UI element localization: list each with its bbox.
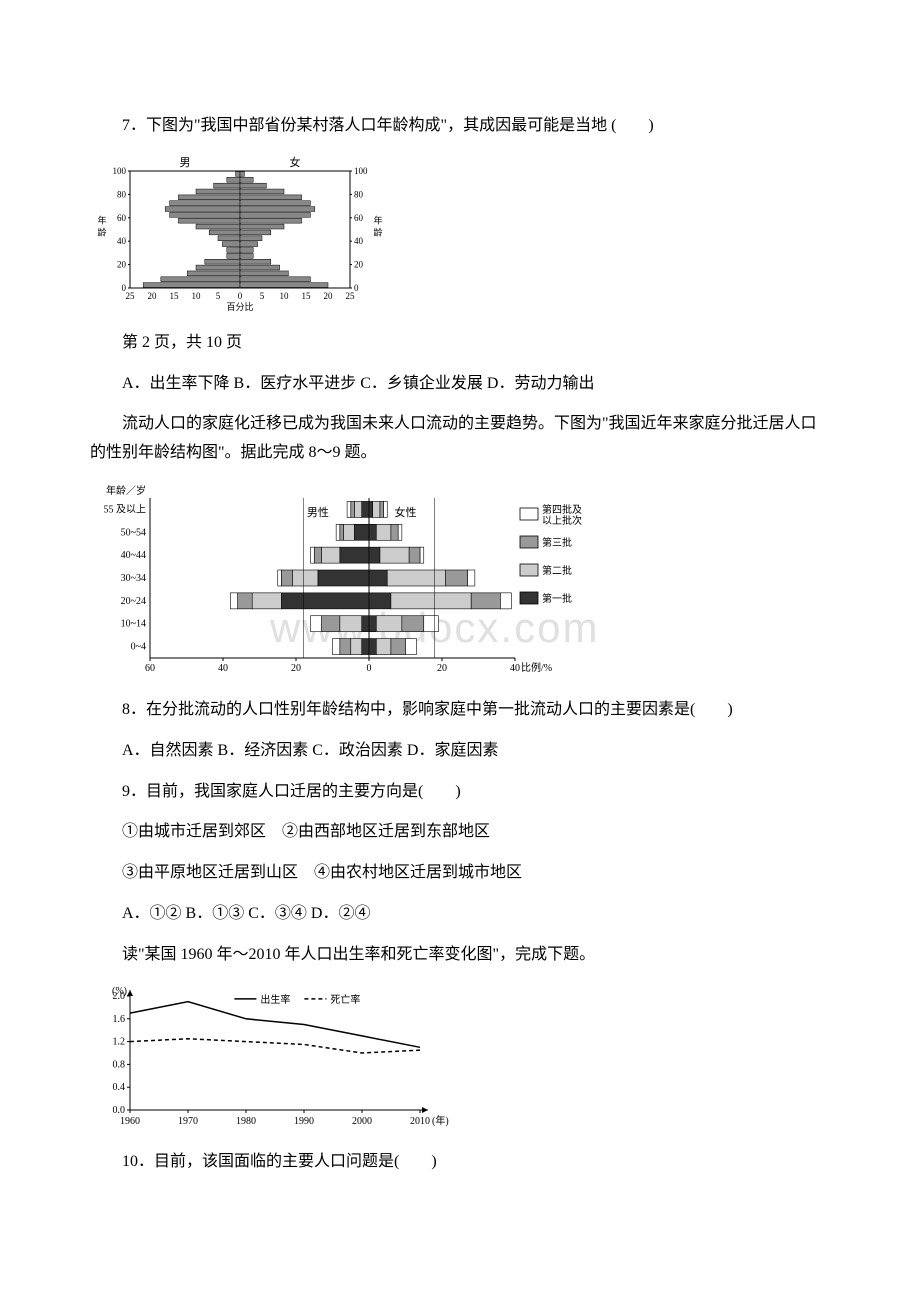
svg-text:30~34: 30~34 (121, 573, 146, 584)
svg-text:2010: 2010 (410, 1116, 430, 1127)
svg-text:40~44: 40~44 (121, 550, 146, 561)
svg-text:(%): (%) (112, 986, 127, 997)
svg-text:0: 0 (122, 283, 127, 293)
svg-text:以上批次: 以上批次 (542, 514, 582, 527)
svg-text:55 及以上: 55 及以上 (104, 503, 147, 515)
svg-text:20: 20 (291, 663, 301, 674)
page-note: 第 2 页，共 10 页 (90, 329, 830, 358)
q9-options: A．①② B．①③ C．③④ D．②④ (90, 900, 830, 929)
svg-text:出生率: 出生率 (260, 992, 290, 1005)
q10-chart: 0.00.40.81.21.62.0(%)1960197019801990200… (90, 982, 830, 1132)
q8-chart: www.bdocx.com 0~410~1420~2430~3440~4450~… (90, 480, 830, 680)
svg-text:1.2: 1.2 (113, 1036, 126, 1047)
svg-text:1990: 1990 (294, 1116, 314, 1127)
svg-text:25: 25 (126, 291, 136, 301)
svg-text:15: 15 (170, 291, 180, 301)
svg-text:年: 年 (373, 214, 382, 225)
svg-text:年龄／岁: 年龄／岁 (106, 484, 146, 497)
svg-text:60: 60 (354, 213, 364, 223)
svg-text:1.6: 1.6 (113, 1013, 126, 1024)
svg-text:20: 20 (437, 663, 447, 674)
svg-text:0~4: 0~4 (131, 642, 146, 653)
svg-text:第三批: 第三批 (542, 536, 572, 549)
svg-text:15: 15 (302, 291, 312, 301)
svg-text:0.8: 0.8 (113, 1059, 126, 1070)
svg-text:年: 年 (97, 214, 106, 225)
svg-text:60: 60 (117, 213, 127, 223)
svg-text:40: 40 (510, 663, 520, 674)
q9-line2: ③由平原地区迁居到山区 ④由农村地区迁居到城市地区 (90, 859, 830, 888)
svg-text:龄: 龄 (97, 226, 106, 237)
svg-text:比例/%: 比例/% (521, 661, 552, 674)
svg-text:百分比: 百分比 (226, 301, 253, 312)
svg-text:第四批及: 第四批及 (542, 503, 582, 516)
svg-text:100: 100 (113, 166, 127, 176)
svg-text:1970: 1970 (178, 1116, 198, 1127)
svg-text:10: 10 (192, 291, 202, 301)
q9-line1: ①由城市迁居到郊区 ②由西部地区迁居到东部地区 (90, 818, 830, 847)
svg-text:第二批: 第二批 (542, 564, 572, 577)
svg-text:80: 80 (354, 189, 364, 199)
svg-text:0: 0 (238, 291, 243, 301)
svg-text:60: 60 (145, 663, 155, 674)
svg-text:100: 100 (354, 166, 368, 176)
svg-text:20: 20 (117, 259, 127, 269)
svg-text:0: 0 (354, 283, 359, 293)
svg-text:女性: 女性 (395, 505, 417, 519)
q10-text: 10．目前，该国面临的主要人口问题是( ) (90, 1148, 830, 1177)
q8-options: A．自然因素 B．经济因素 C．政治因素 D．家庭因素 (90, 737, 830, 766)
q8-text: 8．在分批流动的人口性别年龄结构中，影响家庭中第一批流动人口的主要因素是( ) (90, 696, 830, 725)
svg-text:80: 80 (117, 189, 127, 199)
svg-text:0.4: 0.4 (113, 1082, 126, 1093)
svg-text:10: 10 (280, 291, 290, 301)
svg-text:0.0: 0.0 (113, 1105, 126, 1116)
svg-text:0: 0 (367, 663, 372, 674)
q7-text: 7．下图为"我国中部省份某村落人口年龄构成"，其成因最可能是当地 ( ) (90, 112, 830, 141)
svg-text:1960: 1960 (120, 1116, 140, 1127)
svg-text:男: 男 (180, 157, 191, 169)
svg-text:20~24: 20~24 (121, 596, 146, 607)
svg-text:40: 40 (117, 236, 127, 246)
svg-text:女: 女 (290, 155, 301, 169)
svg-text:1980: 1980 (236, 1116, 256, 1127)
svg-text:男性: 男性 (307, 505, 329, 519)
svg-text:40: 40 (218, 663, 228, 674)
intro-10: 读"某国 1960 年～2010 年人口出生率和死亡率变化图"，完成下题。 (90, 941, 830, 970)
svg-text:第一批: 第一批 (542, 592, 572, 605)
svg-text:10~14: 10~14 (121, 619, 146, 630)
svg-text:40: 40 (354, 236, 364, 246)
svg-text:5: 5 (260, 291, 265, 301)
svg-text:2000: 2000 (352, 1116, 372, 1127)
svg-text:5: 5 (216, 291, 221, 301)
q7-chart: 2520151050510152025百分比002020404060608080… (90, 153, 830, 313)
svg-text:20: 20 (148, 291, 158, 301)
intro-8-9: 流动人口的家庭化迁移已成为我国未来人口流动的主要趋势。下图为"我国近年来家庭分批… (90, 410, 830, 468)
q7-options: A．出生率下降 B．医疗水平进步 C．乡镇企业发展 D．劳动力输出 (90, 370, 830, 399)
svg-text:50~54: 50~54 (121, 527, 146, 538)
svg-text:20: 20 (354, 259, 364, 269)
q9-text: 9．目前，我国家庭人口迁居的主要方向是( ) (90, 778, 830, 807)
svg-text:龄: 龄 (373, 226, 382, 237)
svg-text:(年): (年) (432, 1114, 449, 1127)
svg-text:死亡率: 死亡率 (330, 992, 360, 1005)
svg-text:20: 20 (324, 291, 334, 301)
